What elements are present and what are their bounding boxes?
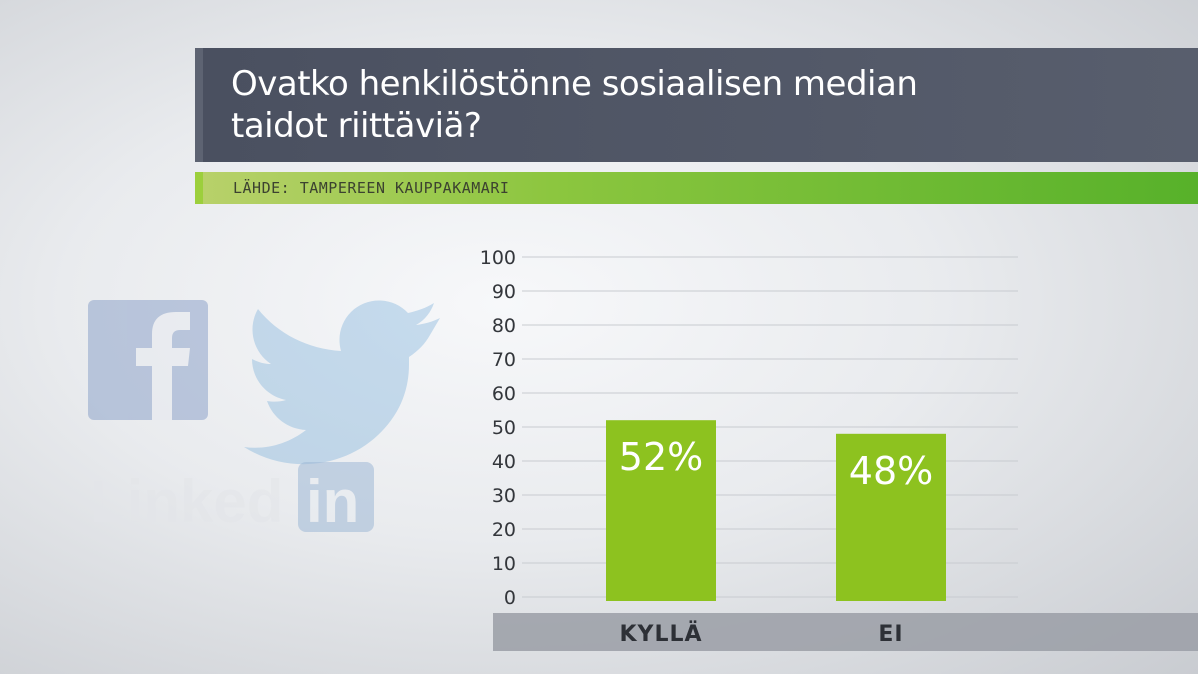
x-category-label: KYLLÄ: [619, 621, 702, 647]
y-tick-label: 30: [492, 485, 516, 507]
y-tick-label: 100: [480, 247, 516, 269]
data-label: 52%: [619, 435, 703, 479]
y-tick-label: 10: [492, 553, 516, 575]
y-tick-label: 50: [492, 417, 516, 439]
y-tick-label: 0: [504, 587, 516, 609]
y-tick-label: 20: [492, 519, 516, 541]
linkedin-text: Linked: [90, 468, 283, 535]
linkedin-logo: Linked in: [90, 462, 374, 535]
source-label: LÄHDE: TAMPEREEN KAUPPAKAMARI: [233, 179, 510, 197]
linkedin-badge: [298, 462, 374, 532]
y-tick-label: 70: [492, 349, 516, 371]
bar: [836, 433, 946, 601]
data-label: 48%: [849, 449, 933, 493]
bar: [606, 420, 716, 601]
twitter-bird-icon: [244, 300, 440, 465]
facebook-icon: [88, 300, 208, 420]
source-bar: LÄHDE: TAMPEREEN KAUPPAKAMARI: [195, 172, 1198, 204]
chart-title: Ovatko henkilöstönne sosiaalisen median …: [231, 64, 918, 146]
y-tick-label: 90: [492, 281, 516, 303]
y-tick-label: 60: [492, 383, 516, 405]
y-tick-label: 40: [492, 451, 516, 473]
y-tick-label: 80: [492, 315, 516, 337]
title-bar: Ovatko henkilöstönne sosiaalisen median …: [195, 48, 1198, 162]
x-axis-band: [493, 613, 1198, 651]
linkedin-badge-text: in: [306, 468, 359, 535]
x-category-label: EI: [878, 622, 903, 647]
